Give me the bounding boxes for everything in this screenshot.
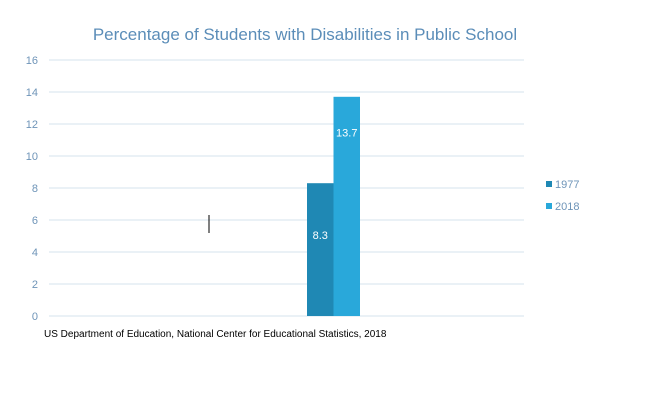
- y-tick-label: 14: [26, 87, 38, 99]
- legend-swatch-2018: [546, 203, 552, 209]
- bar-2018: [333, 96, 360, 316]
- chart-title: Percentage of Students with Disabilities…: [93, 25, 517, 44]
- y-tick-label: 4: [32, 247, 38, 259]
- y-tick-label: 10: [26, 151, 38, 163]
- legend-swatch-1977: [546, 181, 552, 187]
- bar-1977: [307, 183, 334, 316]
- legend-label: 1977: [555, 179, 579, 191]
- y-tick-label: 12: [26, 119, 38, 131]
- y-tick-label: 2: [32, 279, 38, 291]
- data-label: 13.7: [336, 127, 357, 139]
- y-tick-label: 8: [32, 183, 38, 195]
- y-tick-label: 16: [26, 55, 38, 67]
- y-tick-label: 0: [32, 311, 38, 323]
- legend-label: 2018: [555, 201, 579, 213]
- source-note: US Department of Education, National Cen…: [44, 329, 387, 340]
- y-tick-label: 6: [32, 215, 38, 227]
- data-label: 8.3: [313, 230, 328, 242]
